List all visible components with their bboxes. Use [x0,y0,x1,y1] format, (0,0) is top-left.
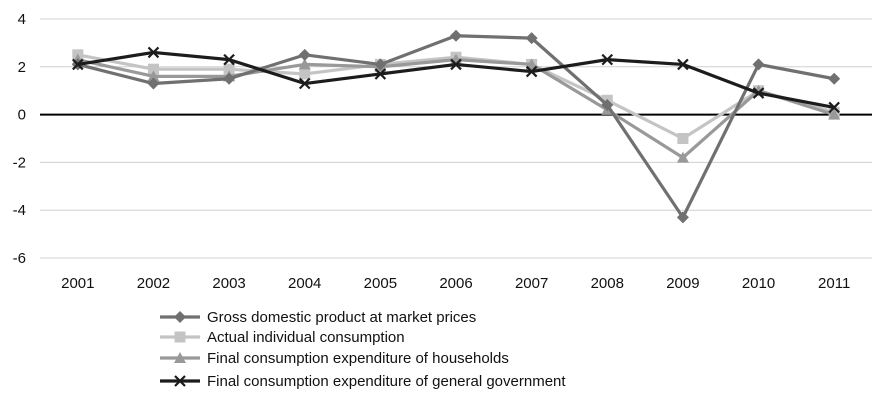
x-tick-label: 2007 [515,275,548,292]
legend-label: Final consumption expenditure of househo… [207,350,509,367]
x-tick-label: 2011 [818,275,850,292]
data-point [828,72,841,85]
data-point [298,58,311,70]
legend-item: Gross domestic product at market prices [160,309,476,326]
data-point [450,58,462,71]
data-point [147,70,160,82]
legend-marker [174,375,186,387]
x-tick-label: 2008 [591,275,624,292]
data-point [72,58,84,71]
data-point [223,53,235,66]
legend-item: Final consumption expenditure of househo… [160,350,509,367]
x-tick-label: 2002 [137,275,170,292]
data-point [676,211,689,224]
series-3 [72,46,840,114]
legend-marker [174,331,186,343]
x-tick-label: 2006 [439,275,472,292]
data-point [147,46,160,59]
legend-marker [174,352,186,363]
data-point [223,72,236,85]
data-point [450,29,462,42]
data-point [752,87,765,99]
data-point [828,108,841,120]
data-point [147,77,160,90]
x-tick-label: 2010 [742,275,775,292]
y-tick-label: -2 [13,154,26,171]
data-point [147,63,159,75]
legend-label: Actual individual consumption [207,329,405,346]
legend-item: Actual individual consumption [160,329,405,346]
legend-label: Gross domestic product at market prices [207,309,476,326]
data-point [299,68,311,80]
y-tick-label: 4 [18,11,26,28]
series-lines [71,29,841,224]
data-point [677,133,689,144]
y-tick-label: -4 [13,202,26,219]
legend-item: Final consumption expenditure of general… [160,373,566,390]
y-tick-label: -6 [13,250,26,267]
legend: Gross domestic product at market prices A… [160,309,566,390]
x-tick-label: 2009 [666,275,699,292]
data-point [374,58,387,71]
data-point [525,32,538,45]
data-point [601,99,614,112]
x-tick-label: 2005 [364,275,397,292]
data-point [752,58,765,71]
data-point [525,65,538,78]
x-tick-label: 2001 [61,275,94,292]
y-tick-label: 2 [18,59,26,76]
y-axis-ticks: 4 2 0 -2 -4 -6 [13,11,26,267]
data-point [298,77,311,90]
legend-label: Final consumption expenditure of general… [207,373,566,390]
data-point [601,53,614,66]
x-tick-label: 2003 [212,275,245,292]
data-point [298,48,311,61]
data-point [676,151,689,163]
data-point [828,101,840,114]
x-tick-label: 2004 [288,275,321,292]
y-tick-label: 0 [18,107,26,124]
data-point [677,58,689,71]
data-point [223,63,235,75]
data-point [525,58,538,70]
x-axis-ticks: 2001 2002 2003 2004 2005 2006 2007 2008 2009 2010… [61,275,850,292]
data-point [374,68,387,80]
legend-marker [174,311,186,323]
